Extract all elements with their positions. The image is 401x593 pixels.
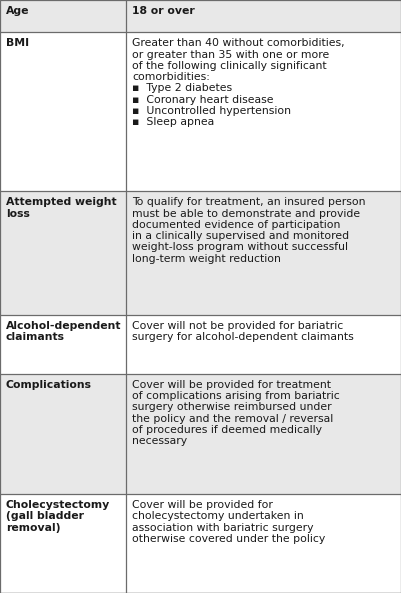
Text: Complications: Complications (6, 380, 92, 390)
Text: surgery for alcohol-dependent claimants: surgery for alcohol-dependent claimants (132, 332, 354, 342)
Text: of complications arising from bariatric: of complications arising from bariatric (132, 391, 340, 401)
Text: loss: loss (6, 209, 30, 219)
Text: weight-loss program without successful: weight-loss program without successful (132, 243, 348, 253)
Text: Age: Age (6, 6, 30, 16)
Text: ▪  Type 2 diabetes: ▪ Type 2 diabetes (132, 84, 233, 94)
Text: ▪  Uncontrolled hypertension: ▪ Uncontrolled hypertension (132, 106, 291, 116)
Text: BMI: BMI (6, 38, 29, 48)
Text: 18 or over: 18 or over (132, 6, 195, 16)
Text: removal): removal) (6, 523, 61, 533)
Text: surgery otherwise reimbursed under: surgery otherwise reimbursed under (132, 403, 332, 413)
Text: or greater than 35 with one or more: or greater than 35 with one or more (132, 50, 330, 59)
Text: of the following clinically significant: of the following clinically significant (132, 61, 327, 71)
Text: long-term weight reduction: long-term weight reduction (132, 254, 281, 264)
Text: comorbidities:: comorbidities: (132, 72, 210, 82)
Bar (0, 315, 401, 374)
Text: Cover will be provided for: Cover will be provided for (132, 500, 273, 510)
Text: (gall bladder: (gall bladder (6, 512, 84, 521)
Bar (0, 0, 401, 32)
Bar (0, 191, 401, 315)
Text: Cholecystectomy: Cholecystectomy (6, 500, 110, 510)
Text: Greater than 40 without comorbidities,: Greater than 40 without comorbidities, (132, 38, 345, 48)
Text: in a clinically supervised and monitored: in a clinically supervised and monitored (132, 231, 349, 241)
Text: Alcohol-dependent: Alcohol-dependent (6, 321, 122, 331)
Text: must be able to demonstrate and provide: must be able to demonstrate and provide (132, 209, 360, 219)
Bar (0, 374, 401, 494)
Text: otherwise covered under the policy: otherwise covered under the policy (132, 534, 326, 544)
Text: of procedures if deemed medically: of procedures if deemed medically (132, 425, 322, 435)
Text: claimants: claimants (6, 332, 65, 342)
Text: documented evidence of participation: documented evidence of participation (132, 220, 341, 230)
Text: cholecystectomy undertaken in: cholecystectomy undertaken in (132, 512, 304, 521)
Text: Cover will not be provided for bariatric: Cover will not be provided for bariatric (132, 321, 344, 331)
Text: necessary: necessary (132, 436, 187, 447)
Text: ▪  Coronary heart disease: ▪ Coronary heart disease (132, 95, 274, 105)
Bar (0, 494, 401, 593)
Text: Attempted weight: Attempted weight (6, 197, 117, 207)
Text: Cover will be provided for treatment: Cover will be provided for treatment (132, 380, 331, 390)
Text: ▪  Sleep apnea: ▪ Sleep apnea (132, 117, 215, 127)
Text: To qualify for treatment, an insured person: To qualify for treatment, an insured per… (132, 197, 366, 207)
Text: the policy and the removal / reversal: the policy and the removal / reversal (132, 414, 334, 424)
Text: association with bariatric surgery: association with bariatric surgery (132, 523, 314, 533)
Bar (0, 32, 401, 191)
